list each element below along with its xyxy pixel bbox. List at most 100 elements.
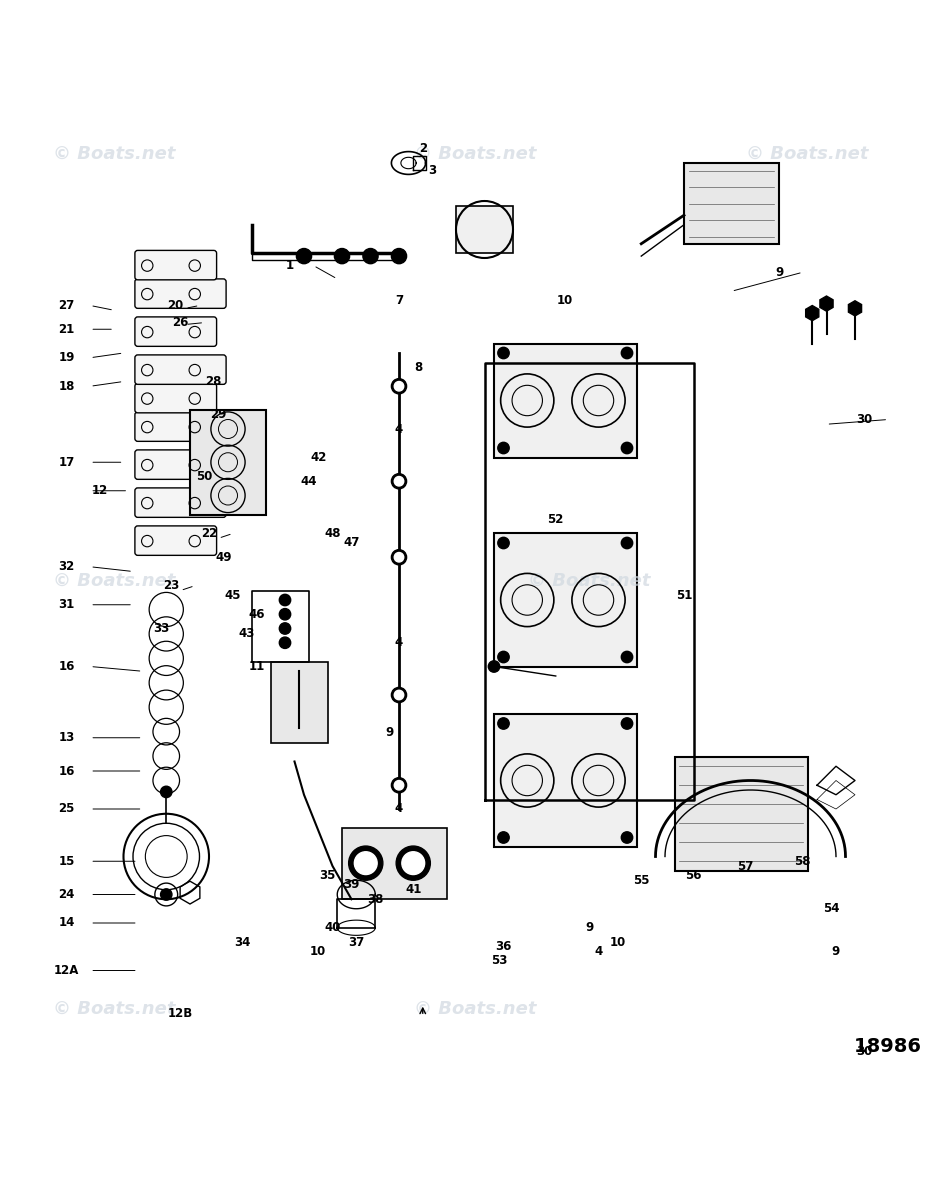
Circle shape: [279, 637, 291, 648]
Circle shape: [161, 786, 172, 798]
Text: 15: 15: [58, 854, 75, 868]
Circle shape: [279, 608, 291, 620]
Circle shape: [621, 347, 633, 359]
FancyBboxPatch shape: [135, 526, 217, 556]
Text: 9: 9: [386, 726, 393, 739]
Text: 52: 52: [547, 512, 564, 526]
Text: 14: 14: [58, 917, 75, 930]
Text: 30: 30: [856, 413, 873, 426]
Circle shape: [621, 718, 633, 730]
Text: 9: 9: [832, 946, 840, 958]
Text: 43: 43: [238, 626, 256, 640]
Circle shape: [498, 718, 509, 730]
Circle shape: [391, 778, 407, 793]
Text: 8: 8: [414, 361, 422, 373]
Text: 30: 30: [856, 1045, 873, 1057]
Text: 7: 7: [395, 294, 403, 307]
Text: 18: 18: [58, 379, 75, 392]
Text: 58: 58: [794, 854, 811, 868]
Text: 4: 4: [395, 636, 403, 649]
Circle shape: [498, 347, 509, 359]
Circle shape: [498, 652, 509, 662]
Text: 17: 17: [58, 456, 75, 469]
Text: 57: 57: [737, 859, 754, 872]
Circle shape: [621, 832, 633, 844]
Circle shape: [391, 688, 407, 703]
Text: 25: 25: [58, 803, 75, 816]
Circle shape: [363, 248, 378, 264]
Circle shape: [161, 889, 172, 900]
Circle shape: [498, 832, 509, 844]
Text: © Boats.net: © Boats.net: [414, 144, 536, 162]
Circle shape: [394, 476, 404, 486]
Text: 11: 11: [248, 660, 265, 673]
Circle shape: [621, 538, 633, 548]
Circle shape: [394, 690, 404, 700]
Text: 18986: 18986: [853, 1037, 922, 1056]
FancyBboxPatch shape: [190, 410, 266, 515]
Circle shape: [391, 248, 407, 264]
FancyBboxPatch shape: [494, 534, 636, 666]
Text: 42: 42: [310, 451, 327, 464]
FancyBboxPatch shape: [674, 757, 808, 871]
Text: 38: 38: [367, 893, 384, 906]
Text: 13: 13: [58, 731, 75, 744]
FancyBboxPatch shape: [271, 661, 328, 743]
Text: 29: 29: [210, 408, 227, 421]
Text: 23: 23: [162, 580, 180, 593]
Text: 54: 54: [823, 902, 840, 916]
Text: © Boats.net: © Boats.net: [747, 144, 868, 162]
FancyBboxPatch shape: [135, 278, 226, 308]
Circle shape: [391, 550, 407, 565]
Text: 1: 1: [286, 259, 294, 272]
Text: 50: 50: [196, 470, 213, 482]
Circle shape: [621, 443, 633, 454]
Text: 4: 4: [395, 803, 403, 816]
FancyBboxPatch shape: [135, 251, 217, 280]
Text: 3: 3: [428, 164, 436, 178]
Text: © Boats.net: © Boats.net: [53, 144, 175, 162]
Circle shape: [396, 846, 430, 881]
Text: 32: 32: [58, 560, 75, 574]
Text: 47: 47: [343, 536, 360, 550]
Text: 16: 16: [58, 660, 75, 673]
Text: 20: 20: [167, 299, 184, 312]
Circle shape: [498, 538, 509, 548]
Text: 39: 39: [343, 878, 360, 892]
Text: 21: 21: [58, 323, 75, 336]
Text: 53: 53: [490, 954, 507, 967]
Text: 10: 10: [609, 936, 626, 948]
Text: 26: 26: [172, 316, 189, 329]
Text: 55: 55: [633, 874, 650, 887]
Text: 10: 10: [310, 946, 327, 958]
Circle shape: [394, 552, 404, 562]
Text: 49: 49: [215, 551, 232, 564]
FancyBboxPatch shape: [135, 412, 226, 442]
FancyBboxPatch shape: [135, 383, 217, 413]
Text: 41: 41: [405, 883, 422, 896]
Text: 12A: 12A: [54, 964, 79, 977]
Text: © Boats.net: © Boats.net: [53, 572, 175, 590]
FancyBboxPatch shape: [135, 450, 217, 479]
FancyBboxPatch shape: [494, 343, 636, 457]
Text: 27: 27: [58, 299, 75, 312]
Text: © Boats.net: © Boats.net: [53, 1000, 175, 1018]
Text: 33: 33: [153, 622, 170, 635]
Circle shape: [349, 846, 383, 881]
Text: © Boats.net: © Boats.net: [528, 572, 650, 590]
FancyBboxPatch shape: [456, 205, 513, 253]
Text: 22: 22: [200, 527, 218, 540]
Text: 35: 35: [319, 869, 336, 882]
Text: 51: 51: [675, 589, 693, 601]
Text: 36: 36: [495, 941, 512, 953]
Circle shape: [621, 652, 633, 662]
Circle shape: [402, 852, 425, 875]
Text: 16: 16: [58, 764, 75, 778]
Text: 12B: 12B: [168, 1007, 193, 1020]
Text: 34: 34: [234, 936, 251, 948]
Circle shape: [391, 379, 407, 394]
Circle shape: [394, 382, 404, 391]
Text: 37: 37: [348, 936, 365, 948]
Text: 12: 12: [91, 485, 108, 497]
Text: 31: 31: [58, 599, 75, 611]
